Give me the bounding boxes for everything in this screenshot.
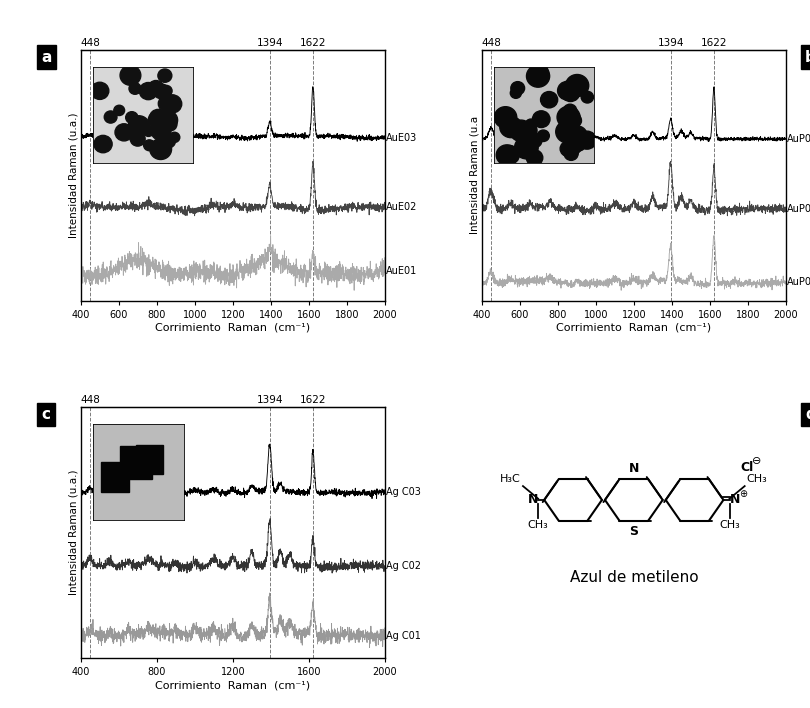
Text: CH₃: CH₃ xyxy=(528,520,548,530)
X-axis label: Corrimiento  Raman  (cm⁻¹): Corrimiento Raman (cm⁻¹) xyxy=(556,323,711,333)
Text: ⊖: ⊖ xyxy=(752,456,761,466)
Text: AuP02: AuP02 xyxy=(787,204,810,214)
Y-axis label: Intensidad Raman (u.a.): Intensidad Raman (u.a.) xyxy=(68,470,79,595)
Text: Ag C01: Ag C01 xyxy=(386,631,421,641)
Text: AuE03: AuE03 xyxy=(386,133,417,143)
Text: Azul de metileno: Azul de metileno xyxy=(569,571,698,586)
Text: c: c xyxy=(41,407,50,422)
Text: AuP03: AuP03 xyxy=(787,134,810,144)
Text: N: N xyxy=(528,493,538,506)
X-axis label: Corrimiento  Raman  (cm⁻¹): Corrimiento Raman (cm⁻¹) xyxy=(156,680,310,690)
Text: AuE02: AuE02 xyxy=(386,202,418,212)
X-axis label: Corrimiento  Raman  (cm⁻¹): Corrimiento Raman (cm⁻¹) xyxy=(156,323,310,333)
Text: Ag C03: Ag C03 xyxy=(386,487,421,498)
Text: AuP01: AuP01 xyxy=(787,278,810,287)
Text: b: b xyxy=(805,50,810,64)
Text: N: N xyxy=(629,462,639,475)
Text: H₃C: H₃C xyxy=(500,474,521,484)
Text: d: d xyxy=(805,407,810,422)
Y-axis label: Intensidad Raman (u.a: Intensidad Raman (u.a xyxy=(469,116,480,234)
Y-axis label: Intensidad Raman (u.a.): Intensidad Raman (u.a.) xyxy=(68,113,79,238)
Text: AuE01: AuE01 xyxy=(386,266,417,276)
Text: Cl: Cl xyxy=(740,461,753,474)
Text: CH₃: CH₃ xyxy=(719,520,740,530)
Text: Ag C02: Ag C02 xyxy=(386,561,421,571)
Text: ⊕: ⊕ xyxy=(739,489,748,498)
Text: a: a xyxy=(41,50,52,64)
Text: CH₃: CH₃ xyxy=(747,474,768,484)
Text: N: N xyxy=(730,493,740,506)
Text: S: S xyxy=(629,525,638,538)
